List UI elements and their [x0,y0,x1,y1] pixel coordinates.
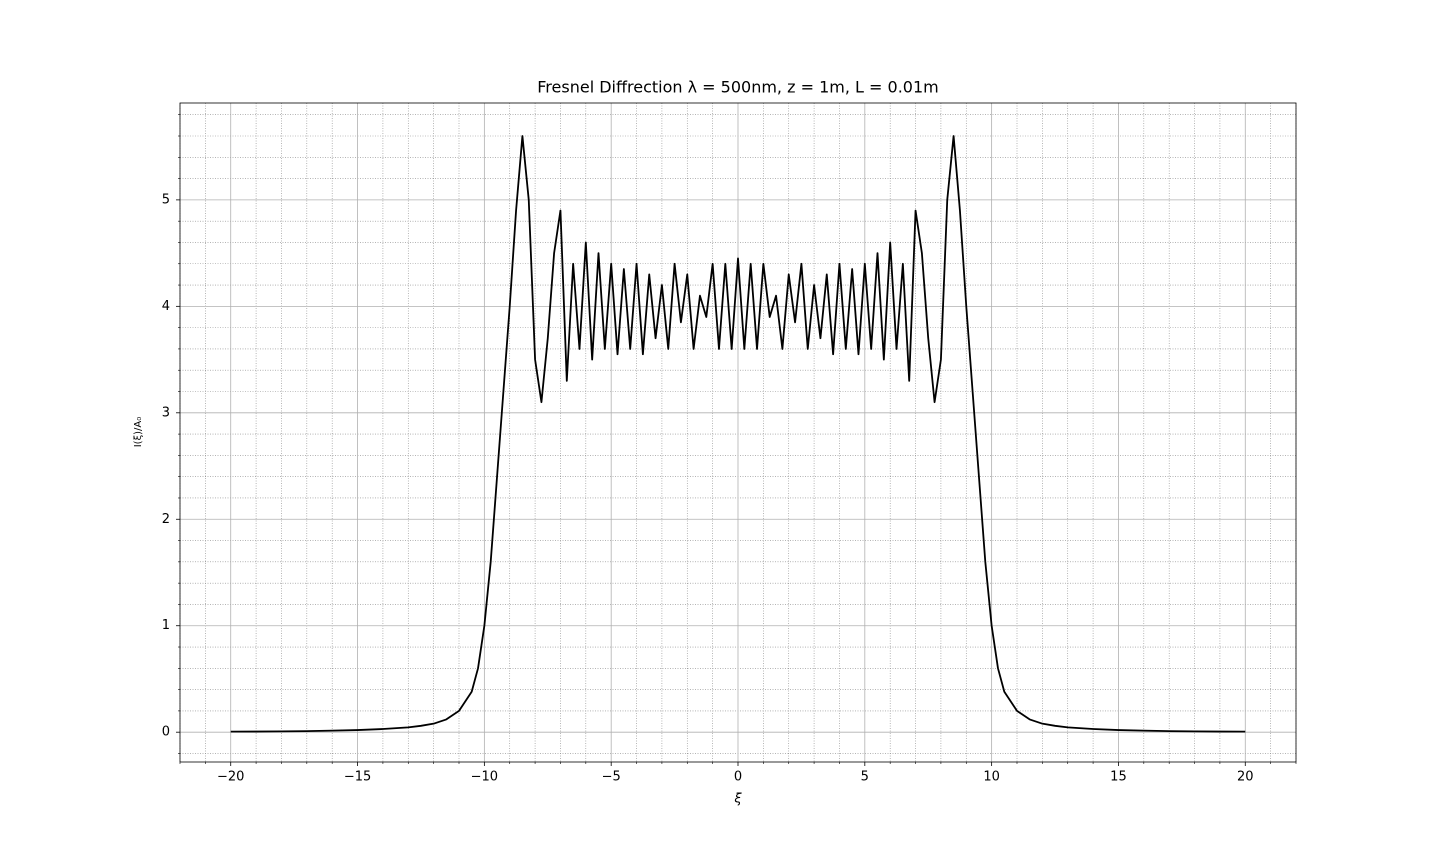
y-tick-label: 5 [162,192,170,207]
y-tick-label: 0 [162,725,170,740]
y-tick-label: 1 [162,618,170,633]
plot-frame [179,102,1297,763]
x-tick-label: 5 [861,770,869,785]
x-tick-label: −10 [471,770,498,785]
x-axis-label: ξ [733,792,742,807]
x-tick-label: 0 [734,770,742,785]
x-tick-label: 10 [983,770,1000,785]
x-tick-label: −5 [602,770,621,785]
x-tick-label: −15 [344,770,371,785]
y-tick-label: 4 [162,299,170,314]
x-tick-label: 20 [1237,770,1254,785]
chart-title: Fresnel Diffrection λ = 500nm, z = 1m, L… [537,78,938,97]
y-axis-label: I(ξ)/A₀ [133,417,144,448]
data-line [230,135,1246,733]
x-tick-label: −20 [217,770,244,785]
y-tick-label: 2 [162,512,170,527]
x-tick-label: 15 [1110,770,1127,785]
y-tick-label: 3 [162,405,170,420]
